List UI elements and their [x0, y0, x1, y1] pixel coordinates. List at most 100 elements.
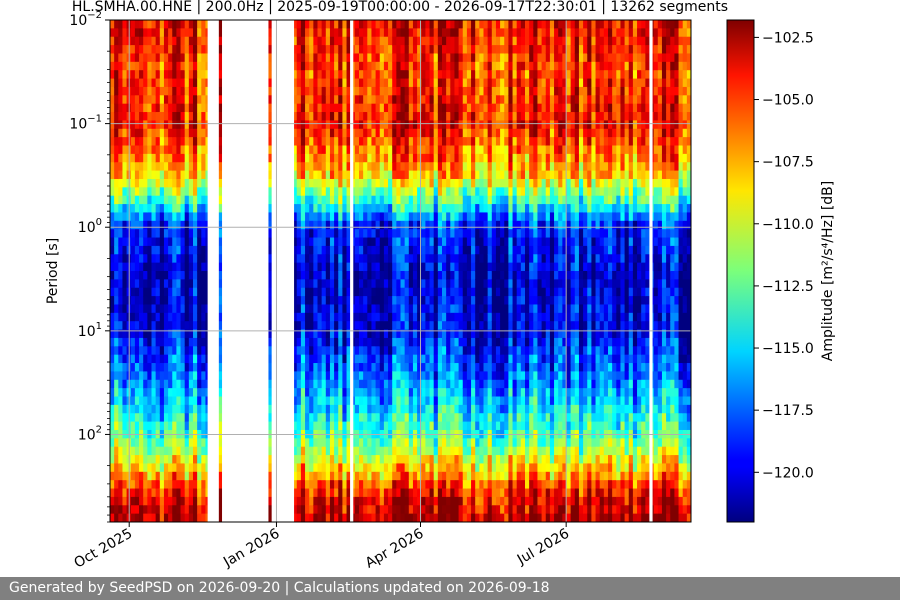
- heatmap-cell: [147, 446, 153, 456]
- heatmap-cell: [163, 36, 169, 46]
- heatmap-cell: [176, 95, 182, 105]
- heatmap-cell: [184, 36, 190, 46]
- heatmap-cell: [176, 505, 182, 515]
- heatmap-cell: [313, 271, 319, 280]
- heatmap-cell: [321, 337, 327, 347]
- heatmap-cell: [396, 262, 402, 272]
- heatmap-cell: [433, 337, 439, 347]
- heatmap-cell: [359, 204, 364, 214]
- heatmap-cell: [354, 396, 360, 406]
- heatmap-cell: [392, 455, 397, 465]
- heatmap-cell: [367, 296, 373, 306]
- heatmap-cell: [346, 421, 352, 431]
- heatmap-cell: [342, 404, 348, 414]
- heatmap-cell: [429, 505, 435, 515]
- heatmap-cell: [408, 254, 414, 264]
- heatmap-cell: [325, 178, 331, 188]
- heatmap-cell: [118, 304, 124, 314]
- heatmap-cell: [172, 128, 177, 138]
- heatmap-cell: [197, 112, 202, 121]
- heatmap-cell: [396, 455, 402, 465]
- heatmap-cell: [143, 36, 148, 46]
- heatmap-cell: [267, 153, 273, 163]
- heatmap-cell: [354, 187, 360, 197]
- heatmap-cell: [139, 379, 144, 389]
- heatmap-cell: [151, 237, 157, 247]
- heatmap-cell: [122, 95, 128, 105]
- heatmap-cell: [305, 346, 310, 356]
- heatmap-cell: [139, 195, 144, 205]
- heatmap-cell: [184, 271, 190, 280]
- heatmap-cell: [201, 296, 207, 306]
- heatmap-cell: [363, 321, 368, 331]
- heatmap-cell: [180, 103, 186, 113]
- heatmap-cell: [130, 61, 136, 71]
- heatmap-cell: [267, 363, 273, 372]
- heatmap-cell: [375, 488, 381, 498]
- heatmap-cell: [139, 271, 144, 280]
- heatmap-cell: [334, 396, 339, 406]
- heatmap-cell: [392, 337, 397, 347]
- heatmap-cell: [334, 279, 339, 289]
- heatmap-cell: [217, 212, 223, 222]
- heatmap-cell: [163, 287, 169, 297]
- heatmap-cell: [188, 120, 194, 130]
- heatmap-cell: [159, 388, 165, 398]
- heatmap-cell: [122, 78, 128, 88]
- heatmap-cell: [404, 438, 410, 448]
- heatmap-cell: [396, 20, 402, 29]
- heatmap-cell: [442, 438, 447, 448]
- heatmap-cell: [201, 61, 207, 71]
- heatmap-cell: [292, 363, 298, 372]
- heatmap-cell: [442, 137, 447, 147]
- heatmap-cell: [442, 279, 447, 289]
- heatmap-cell: [305, 379, 310, 389]
- heatmap-cell: [313, 421, 319, 431]
- heatmap-cell: [383, 45, 389, 55]
- heatmap-cell: [346, 112, 352, 121]
- heatmap-cell: [296, 496, 302, 506]
- heatmap-cell: [300, 20, 306, 29]
- heatmap-cell: [383, 137, 389, 147]
- heatmap-cell: [367, 488, 373, 498]
- heatmap-cell: [217, 204, 223, 214]
- heatmap-cell: [309, 53, 314, 63]
- heatmap-cell: [159, 446, 165, 456]
- heatmap-cell: [396, 446, 402, 456]
- heatmap-cell: [114, 396, 119, 406]
- heatmap-cell: [217, 28, 223, 38]
- heatmap-cell: [292, 195, 298, 205]
- heatmap-cell: [446, 153, 451, 163]
- heatmap-cell: [300, 455, 306, 465]
- heatmap-cell: [292, 496, 298, 506]
- heatmap-cell: [143, 95, 148, 105]
- heatmap-cell: [305, 296, 310, 306]
- heatmap-cell: [118, 128, 124, 138]
- heatmap-cell: [184, 346, 190, 356]
- heatmap-cell: [296, 212, 302, 222]
- heatmap-cell: [317, 204, 323, 214]
- heatmap-cell: [359, 321, 364, 331]
- heatmap-cell: [130, 388, 136, 398]
- heatmap-cell: [122, 204, 128, 214]
- heatmap-cell: [321, 120, 327, 130]
- heatmap-cell: [118, 279, 124, 289]
- heatmap-cell: [334, 204, 339, 214]
- heatmap-cell: [300, 36, 306, 46]
- heatmap-cell: [363, 86, 368, 96]
- heatmap-cell: [317, 162, 323, 172]
- heatmap-cell: [163, 178, 169, 188]
- heatmap-cell: [446, 446, 451, 456]
- heatmap-cell: [313, 279, 319, 289]
- heatmap-cell: [300, 287, 306, 297]
- heatmap-cell: [421, 488, 426, 498]
- heatmap-cell: [388, 396, 393, 406]
- heatmap-cell: [375, 354, 381, 364]
- heatmap-cell: [159, 195, 165, 205]
- heatmap-cell: [188, 254, 194, 264]
- heatmap-cell: [110, 153, 115, 163]
- heatmap-cell: [379, 446, 385, 456]
- heatmap-cell: [193, 103, 198, 113]
- heatmap-cell: [188, 220, 194, 230]
- heatmap-cell: [217, 220, 223, 230]
